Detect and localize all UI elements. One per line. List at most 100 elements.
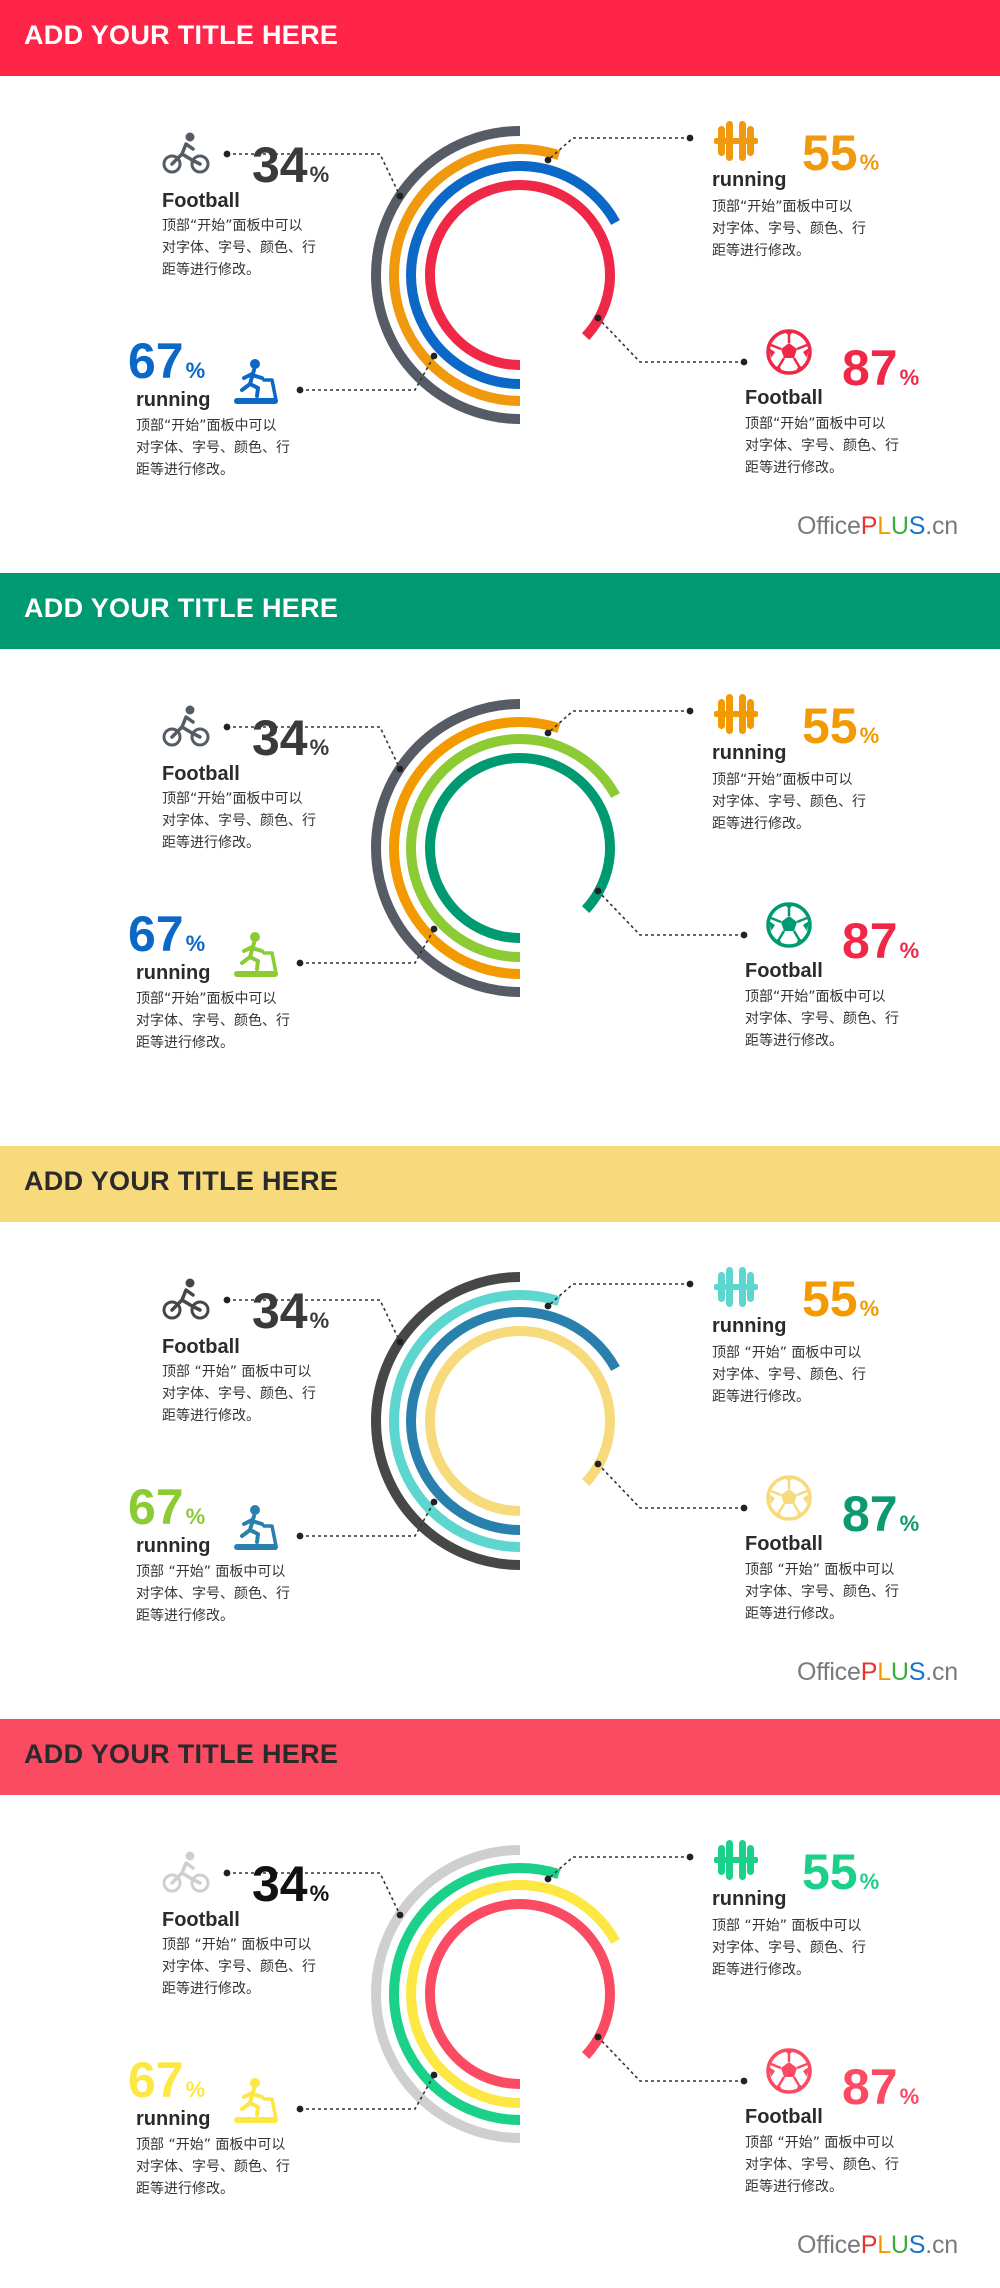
title-bar: ADD YOUR TITLE HERE [0, 1146, 1000, 1222]
leader-dot [396, 1338, 404, 1346]
item-name: running [712, 169, 786, 191]
item-description: 距等进行修改。 [745, 1605, 843, 1622]
stat-value: 87% [842, 340, 919, 396]
leader-line [597, 890, 744, 936]
slide-title: ADD YOUR TITLE HERE [24, 20, 339, 50]
ring-arc-4 [425, 180, 615, 370]
leader-line [547, 1283, 690, 1307]
stat-value: 67% [128, 1479, 205, 1535]
item-description: 距等进行修改。 [745, 459, 843, 476]
item-description: 距等进行修改。 [162, 1980, 260, 1997]
leader-line [300, 355, 435, 391]
leader-line [597, 2036, 744, 2082]
dumbbell-icon [714, 1840, 758, 1880]
leader-dot [740, 931, 748, 939]
item-description: 对字体、字号、颜色、行 [745, 1583, 899, 1600]
item-description: 顶部 “开始” 面板中可以 [136, 1564, 285, 1580]
item-description: 对字体、字号、颜色、行 [712, 1939, 866, 1956]
item-description: 对字体、字号、颜色、行 [162, 812, 316, 829]
slide-title: ADD YOUR TITLE HERE [24, 1739, 339, 1769]
leader-dot [396, 192, 404, 200]
leader-line [597, 317, 744, 363]
item-description: 顶部 “开始” 面板中可以 [162, 1937, 311, 1953]
item-description: 顶部 “开始” 面板中可以 [136, 2137, 285, 2153]
bicycle-icon [162, 1851, 210, 1893]
item-description: 顶部“开始”面板中可以 [745, 416, 886, 432]
leader-line [547, 710, 690, 734]
leader-line [547, 1856, 690, 1880]
leader-dot [544, 156, 552, 164]
item-name: running [712, 742, 786, 764]
leader-dot [740, 358, 748, 366]
slide-4: ADD YOUR TITLE HERE 34% Football 顶部 “开始” 面板… [0, 1719, 1000, 2288]
treadmill-icon [234, 2078, 278, 2123]
stat-value: 67% [128, 906, 205, 962]
item-description: 对字体、字号、颜色、行 [136, 1585, 290, 1602]
item-description: 对字体、字号、颜色、行 [745, 1010, 899, 1027]
treadmill-icon [234, 932, 278, 977]
ring-arc-3 [406, 1880, 620, 2108]
item-description: 距等进行修改。 [162, 834, 260, 851]
soccer-ball-icon [766, 1475, 812, 1521]
leader-dot [396, 765, 404, 773]
leader-dot [740, 2077, 748, 2085]
leader-dot [686, 1280, 694, 1288]
item-name: Football [162, 763, 240, 785]
ring-chart: 34%Football顶部“开始”面板中可以对字体、字号、颜色、行距等进行修改。… [128, 121, 919, 478]
leader-dot [740, 1504, 748, 1512]
item-name: running [136, 1535, 210, 1557]
item-name: running [136, 962, 210, 984]
slide-title: ADD YOUR TITLE HERE [24, 593, 339, 623]
officeplus-logo: OfficePLUS.cn [797, 2231, 958, 2259]
item-description: 顶部“开始”面板中可以 [162, 791, 303, 807]
item-name: Football [745, 387, 823, 409]
slide-title: ADD YOUR TITLE HERE [24, 1166, 339, 1196]
item-description: 距等进行修改。 [136, 2180, 234, 2197]
leader-line [300, 1501, 435, 1537]
leader-dot [430, 2071, 438, 2079]
item-description: 顶部 “开始” 面板中可以 [162, 1364, 311, 1380]
leader-dot [223, 1296, 231, 1304]
leader-dot [430, 925, 438, 933]
ring-arc-1 [371, 699, 521, 997]
ring-arc-3 [406, 161, 620, 389]
item-description: 对字体、字号、颜色、行 [162, 239, 316, 256]
item-description: 对字体、字号、颜色、行 [162, 1385, 316, 1402]
soccer-ball-icon [766, 2048, 812, 2094]
leader-line [300, 2074, 435, 2110]
item-name: running [712, 1888, 786, 1910]
item-description: 对字体、字号、颜色、行 [712, 793, 866, 810]
leader-dot [223, 1869, 231, 1877]
treadmill-icon [234, 1505, 278, 1550]
ring-arc-4 [425, 753, 615, 943]
ring-arc-1 [371, 1845, 521, 2143]
leader-dot [223, 150, 231, 158]
slide-1: ADD YOUR TITLE HERE 34% Football 顶部“开始”面板中可… [0, 0, 1000, 569]
item-description: 顶部 “开始” 面板中可以 [745, 1562, 894, 1578]
leader-dot [594, 2033, 602, 2041]
item-description: 顶部 “开始” 面板中可以 [712, 1345, 861, 1361]
slide-2: ADD YOUR TITLE HERE 34% Football 顶部“开始”面板中可… [0, 573, 1000, 1142]
leader-dot [430, 352, 438, 360]
dumbbell-icon [714, 694, 758, 734]
ring-arc-1 [371, 126, 521, 424]
officeplus-logo: OfficePLUS.cn [797, 512, 958, 540]
item-description: 距等进行修改。 [136, 1034, 234, 1051]
title-bar: ADD YOUR TITLE HERE [0, 0, 1000, 76]
item-description: 顶部“开始”面板中可以 [136, 991, 277, 1007]
item-description: 顶部“开始”面板中可以 [712, 772, 853, 788]
item-description: 距等进行修改。 [136, 461, 234, 478]
stat-value: 87% [842, 1486, 919, 1542]
item-name: running [136, 2108, 210, 2130]
leader-line [300, 928, 435, 964]
item-description: 对字体、字号、颜色、行 [712, 220, 866, 237]
leader-line [547, 137, 690, 161]
stat-value: 34% [252, 137, 329, 193]
item-name: Football [745, 2106, 823, 2128]
leader-dot [430, 1498, 438, 1506]
item-name: Football [162, 190, 240, 212]
ring-arc-3 [406, 1307, 620, 1535]
item-description: 对字体、字号、颜色、行 [136, 439, 290, 456]
item-description: 对字体、字号、颜色、行 [745, 437, 899, 454]
